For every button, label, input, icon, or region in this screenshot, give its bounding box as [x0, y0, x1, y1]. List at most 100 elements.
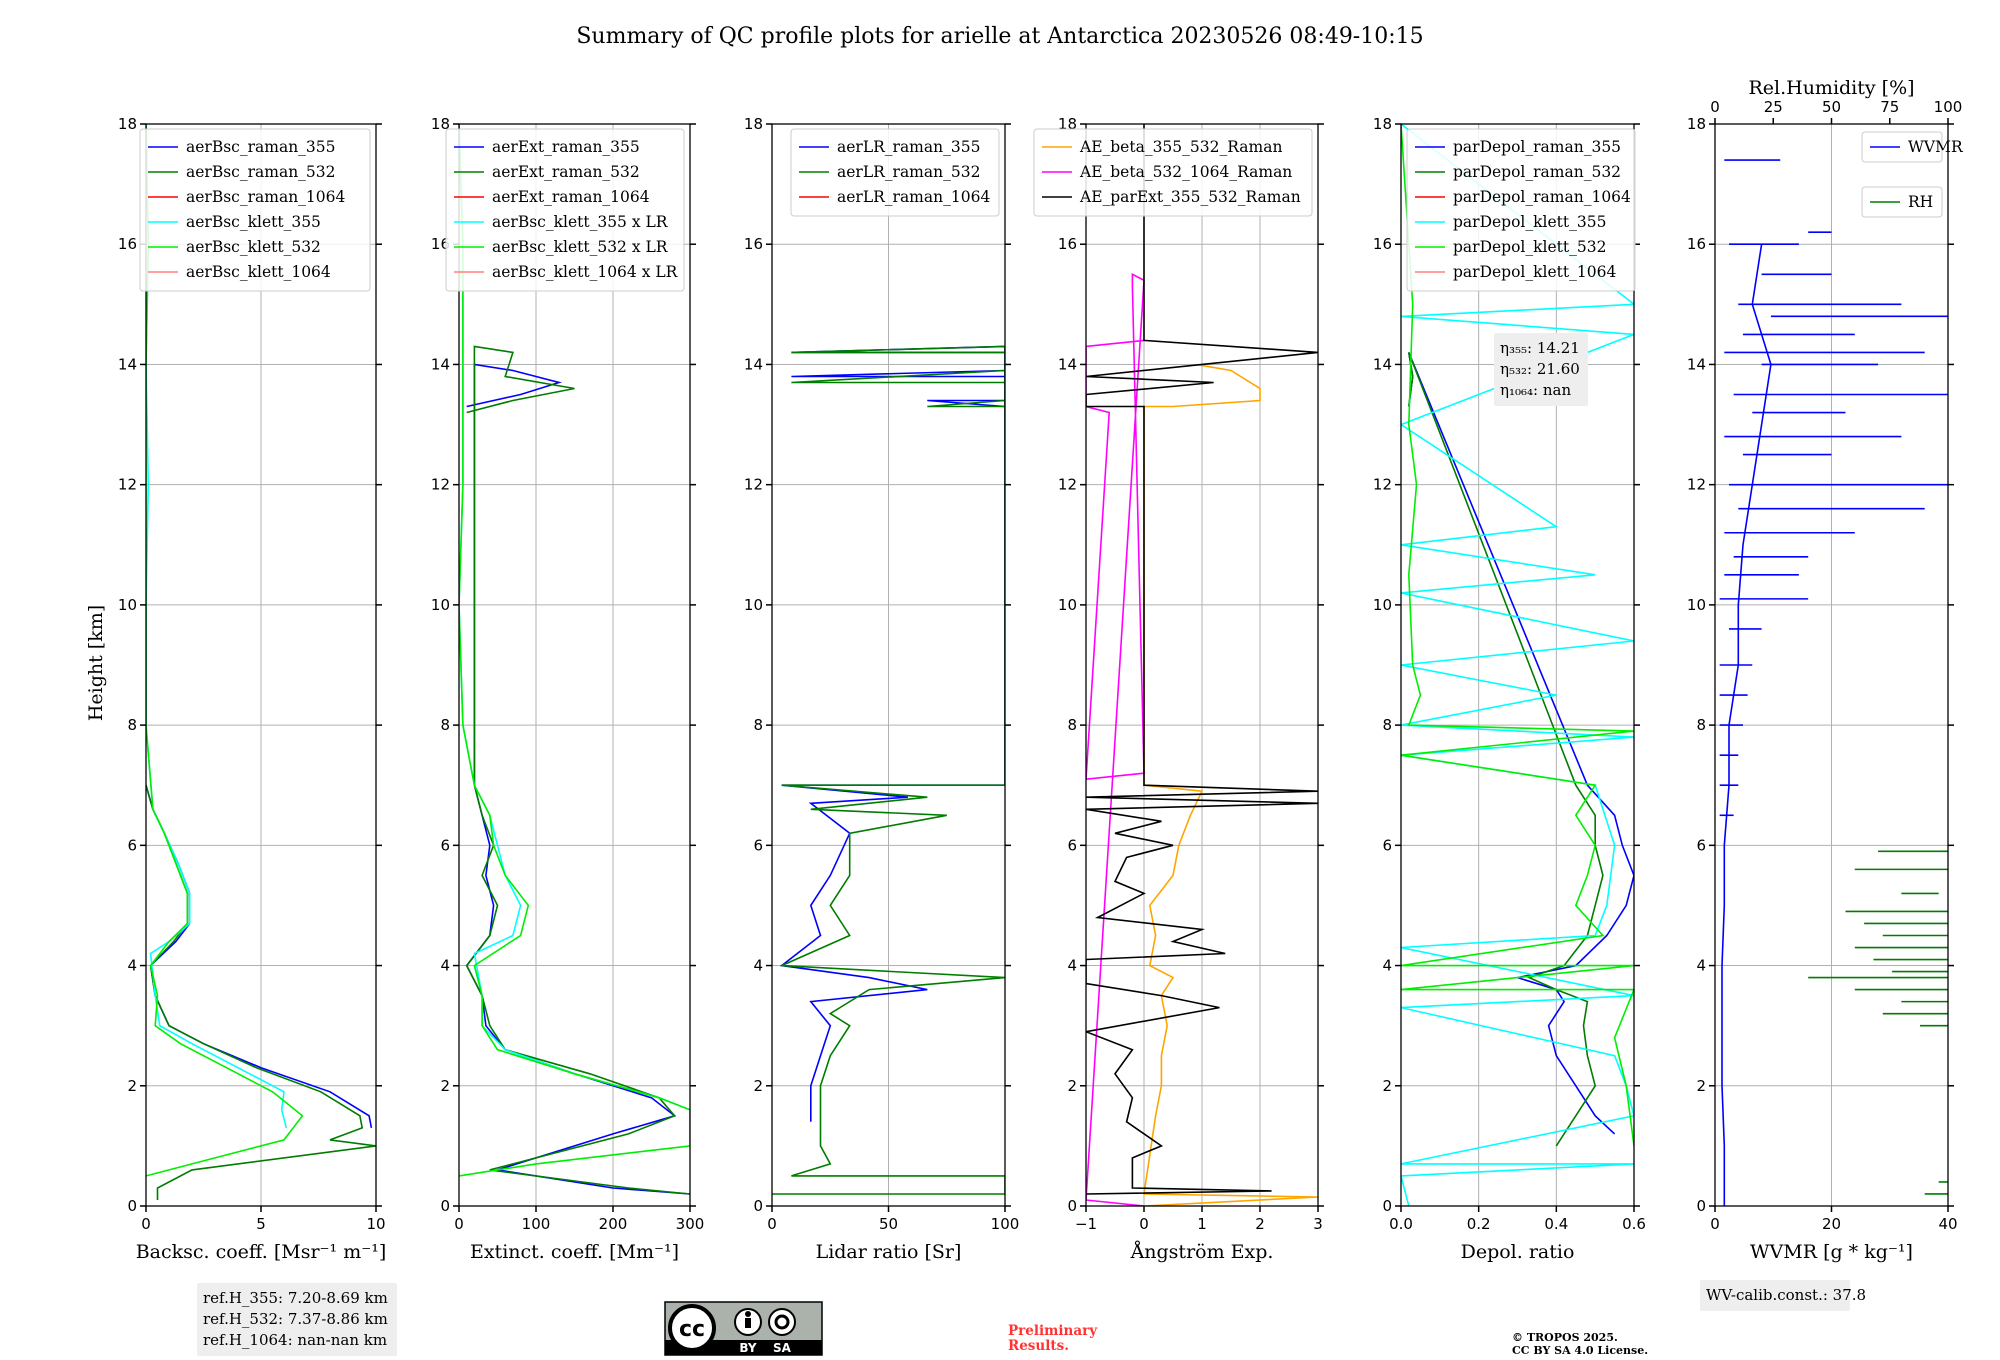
series-line-AE_beta_355_532_Raman [1143, 363, 1318, 1206]
x-tick-label: 10 [366, 1215, 385, 1233]
y-tick-label: 4 [1067, 957, 1077, 975]
y-tick-label: 8 [1382, 716, 1392, 734]
y-tick-label: 12 [1373, 476, 1392, 494]
plot-area [146, 124, 376, 1200]
series-line-aerBsc_klett_532 x LR [459, 124, 690, 1177]
x-tick-label: 50 [879, 1215, 898, 1233]
legend-label: parDepol_klett_355 [1453, 213, 1606, 231]
legend-box [1406, 128, 1636, 292]
y-tick-label: 4 [127, 957, 137, 975]
series-line-aerBsc_klett_355 [146, 124, 288, 1129]
x-tick-label: 0 [1139, 1215, 1149, 1233]
y-tick-label: 0 [753, 1197, 763, 1215]
y-tick-label: 16 [1058, 235, 1077, 253]
y-tick-label: 12 [1058, 476, 1077, 494]
plot-area [1401, 124, 1634, 1206]
legend-WVMR: WVMR [1861, 131, 1964, 163]
annotation-bg [1700, 1280, 1850, 1311]
x-tick-label: 100 [991, 1215, 1020, 1233]
x-tick-label: 2 [1255, 1215, 1265, 1233]
legend-label: aerBsc_klett_532 x LR [492, 238, 669, 256]
legend-label: AE_beta_355_532_Raman [1079, 138, 1282, 156]
y-tick-label: 12 [744, 476, 763, 494]
legend-box [1861, 186, 1943, 218]
legend-label: WVMR [1908, 138, 1964, 156]
x-tick-label: 200 [599, 1215, 628, 1233]
cc-license-badge: cc BY SA [664, 1301, 823, 1356]
y-tick-label: 12 [431, 476, 450, 494]
y-tick-label: 14 [431, 355, 450, 373]
y-tick-label: 16 [1373, 235, 1392, 253]
y-tick-label: 18 [744, 115, 763, 133]
series-line-aerBsc_raman_355 [146, 784, 373, 1129]
x-tick-label: 0 [767, 1215, 777, 1233]
legend: aerExt_raman_355 aerExt_raman_532 aerExt_r… [445, 128, 685, 292]
legend-label: aerLR_raman_355 [837, 138, 980, 156]
legend-label: aerBsc_klett_355 [186, 213, 321, 231]
y-tick-label: 8 [127, 716, 137, 734]
annotation-box: η₃₅₅: 14.21 η₅₃₂: 21.60 η₁₀₆₄: nan [1494, 333, 1588, 406]
legend: parDepol_raman_355 parDepol_raman_532 parD… [1406, 128, 1636, 292]
legend-label: parDepol_klett_532 [1453, 238, 1606, 256]
y-tick-label: 0 [127, 1197, 137, 1215]
legend-label: aerBsc_raman_532 [186, 163, 336, 181]
y-tick-label: 18 [118, 115, 137, 133]
preliminary-line1: Preliminary [1008, 1323, 1098, 1339]
panel-1: 0 2 4 6 8 10 12 14 16 18 0 5 10 Backsc. coeff. [Msr⁻¹… [118, 115, 397, 1356]
y-tick-label: 6 [1067, 836, 1077, 854]
legend-label: aerBsc_raman_355 [186, 138, 336, 156]
x-tick-label: 0 [454, 1215, 464, 1233]
plot-area [772, 345, 1005, 1195]
x-axis-label: Lidar ratio [Sr] [816, 1241, 962, 1263]
y-tick-label: 10 [1687, 596, 1706, 614]
legend-label: aerLR_raman_532 [837, 163, 980, 181]
legend-label: aerExt_raman_1064 [492, 188, 650, 206]
x-axis-label: WVMR [g * kg⁻¹] [1750, 1241, 1913, 1263]
y-tick-label: 12 [1687, 476, 1706, 494]
legend-label: aerBsc_klett_1064 [186, 263, 331, 281]
annotation-line: ref.H_355: 7.20-8.69 km [203, 1289, 388, 1307]
legend-label: aerBsc_klett_532 [186, 238, 321, 256]
series-line-aerExt_raman_355 [465, 363, 690, 1195]
y-tick-label: 2 [1382, 1077, 1392, 1095]
y-tick-label: 14 [744, 355, 763, 373]
legend-label: aerBsc_raman_1064 [186, 188, 346, 206]
legend-label: aerBsc_klett_355 x LR [492, 213, 669, 231]
y-tick-label: 18 [1373, 115, 1392, 133]
series-line-parDepol_raman_532 [1408, 352, 1604, 1147]
axes-frame [145, 123, 377, 1207]
y-tick-label: 18 [1687, 115, 1706, 133]
legend-box [445, 128, 685, 292]
x-tick-label: −1 [1075, 1215, 1097, 1233]
y-tick-label: 16 [1687, 235, 1706, 253]
y-tick-label: 10 [744, 596, 763, 614]
y-tick-label: 18 [431, 115, 450, 133]
x-tick-label: 0.4 [1544, 1215, 1568, 1233]
legend-label: parDepol_raman_1064 [1453, 188, 1631, 206]
series-line-parDepol_klett_355 [1401, 124, 1634, 1206]
y-tick-label: 8 [1696, 716, 1706, 734]
y-tick-label: 6 [1696, 836, 1706, 854]
y-tick-label: 2 [753, 1077, 763, 1095]
axes-frame [1085, 123, 1319, 1207]
legend-label: aerLR_raman_1064 [837, 188, 990, 206]
sa-share-icon [768, 1308, 796, 1336]
legend-RH: RH [1861, 186, 1943, 218]
annotation-line: WV-calib.const.: 37.8 [1706, 1286, 1866, 1304]
legend-box [1033, 128, 1313, 217]
x-tick-label: 5 [256, 1215, 266, 1233]
x-axis-label: Backsc. coeff. [Msr⁻¹ m⁻¹] [136, 1241, 387, 1263]
x2-tick-label: 100 [1934, 98, 1963, 116]
legend-label: AE_beta_532_1064_Raman [1079, 163, 1292, 181]
legend-label: aerBsc_klett_1064 x LR [492, 263, 679, 281]
legend-box [790, 128, 1000, 217]
legend: aerBsc_raman_355 aerBsc_raman_532 aerBsc_r… [139, 128, 371, 292]
y-tick-label: 6 [127, 836, 137, 854]
axes-frame [1714, 123, 1949, 1207]
x-tick-label: 300 [676, 1215, 705, 1233]
legend-label: RH [1908, 193, 1933, 211]
x2-tick-label: 50 [1822, 98, 1841, 116]
x-tick-label: 0.2 [1467, 1215, 1491, 1233]
